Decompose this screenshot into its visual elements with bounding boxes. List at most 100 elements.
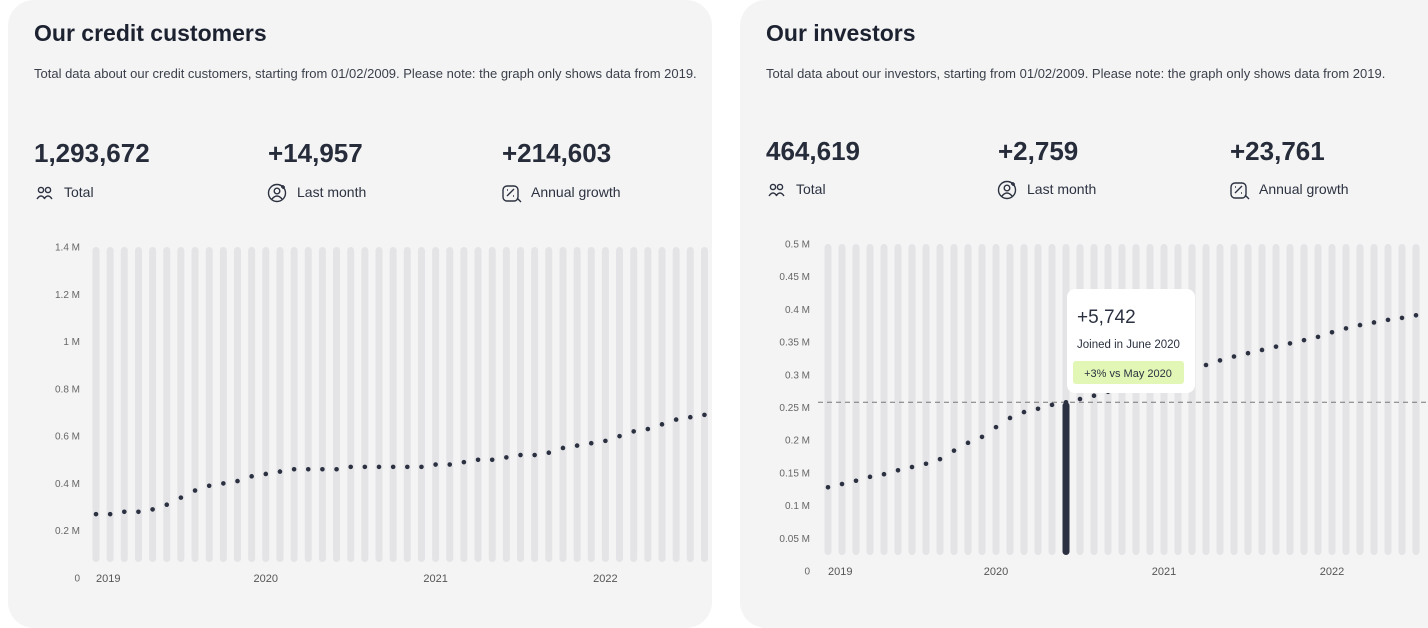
dot: [1287, 341, 1293, 346]
y-tick-label: 0: [74, 574, 80, 585]
column: [1244, 244, 1252, 555]
dot: [1273, 344, 1279, 349]
dot: [895, 467, 901, 473]
x-tick-label: 2019: [96, 573, 120, 585]
y-tick-label: 0.05 M: [779, 534, 810, 545]
column: [276, 247, 284, 562]
column: [1412, 244, 1420, 555]
dot: [221, 481, 226, 486]
column: [700, 247, 708, 562]
y-tick-label: 0.3 M: [785, 370, 810, 381]
badge: [1073, 361, 1184, 384]
stat-label: Last month: [297, 184, 367, 200]
dot: [1245, 350, 1251, 356]
column: [92, 247, 100, 562]
column: [134, 247, 142, 562]
column: [106, 247, 114, 562]
dot: [206, 483, 212, 489]
column: [964, 244, 972, 555]
dot: [1049, 402, 1055, 408]
dot: [1371, 320, 1377, 325]
dot: [1021, 409, 1027, 415]
column: [1202, 244, 1210, 555]
column: [573, 247, 581, 562]
column: [149, 247, 157, 562]
dot: [588, 440, 594, 446]
column: [587, 247, 595, 562]
dot: [631, 429, 636, 434]
column: [852, 244, 860, 555]
column: [205, 247, 213, 562]
column: [894, 244, 902, 555]
month-icon: [267, 183, 287, 203]
column: [866, 244, 874, 555]
y-tick-label: 0.35 M: [779, 338, 810, 349]
column: [1230, 244, 1238, 555]
dot: [518, 452, 523, 458]
dot: [1413, 312, 1419, 318]
dot: [1357, 322, 1363, 328]
dot: [937, 456, 943, 462]
dot: [560, 445, 566, 451]
column: [601, 247, 609, 562]
column: [191, 247, 199, 562]
column: [403, 247, 411, 562]
column: [559, 247, 567, 562]
x-tick-label: 2021: [1152, 566, 1176, 578]
dot: [825, 484, 831, 490]
dot: [1091, 393, 1097, 399]
dot: [1343, 326, 1349, 331]
tooltip-text: Joined in June 2020: [1077, 339, 1180, 351]
dot: [1301, 337, 1307, 343]
column: [219, 247, 227, 562]
dot: [489, 457, 495, 463]
y-tick-label: 0.4 M: [55, 479, 80, 490]
column: [672, 247, 680, 562]
dot: [178, 495, 184, 500]
dot: [419, 464, 424, 470]
dot: [1007, 415, 1013, 421]
column: [361, 247, 369, 562]
x-tick-label: 2019: [828, 566, 852, 578]
highlight-bar: [1062, 402, 1070, 555]
column: [950, 244, 958, 555]
dot: [659, 422, 665, 427]
column: [630, 247, 638, 562]
dot: [405, 464, 410, 470]
column: [432, 247, 440, 562]
dot: [164, 502, 170, 508]
dot: [150, 507, 155, 512]
column: [1272, 244, 1280, 555]
y-tick-label: 0: [804, 567, 810, 578]
dot: [475, 457, 481, 463]
card-subtitle: Total data about our investors, starting…: [766, 66, 1386, 81]
y-tick-label: 0.15 M: [779, 468, 810, 479]
dot: [923, 461, 929, 467]
column: [545, 247, 553, 562]
dot: [348, 464, 354, 470]
dot: [1231, 354, 1237, 359]
stat-label: Total: [796, 181, 826, 197]
column: [177, 247, 185, 562]
column: [333, 247, 341, 562]
column: [375, 247, 383, 562]
y-tick-label: 0.8 M: [55, 384, 80, 395]
dot: [532, 452, 537, 458]
dot: [1329, 329, 1335, 335]
dot: [249, 474, 254, 479]
badge-text: +3% vs May 2020: [1084, 368, 1172, 380]
dot: [574, 443, 580, 448]
dot: [263, 471, 269, 477]
dot: [107, 511, 113, 517]
column: [1034, 244, 1042, 555]
stat-value: +2,759: [998, 136, 1079, 166]
column: [616, 247, 624, 562]
column: [880, 244, 888, 555]
growth-icon: [502, 185, 522, 203]
tooltip-value: +5,742: [1077, 307, 1136, 328]
column: [838, 244, 846, 555]
stat-value: +214,603: [502, 138, 612, 168]
stat-label: Annual growth: [531, 184, 621, 200]
y-tick-label: 0.4 M: [785, 305, 810, 316]
